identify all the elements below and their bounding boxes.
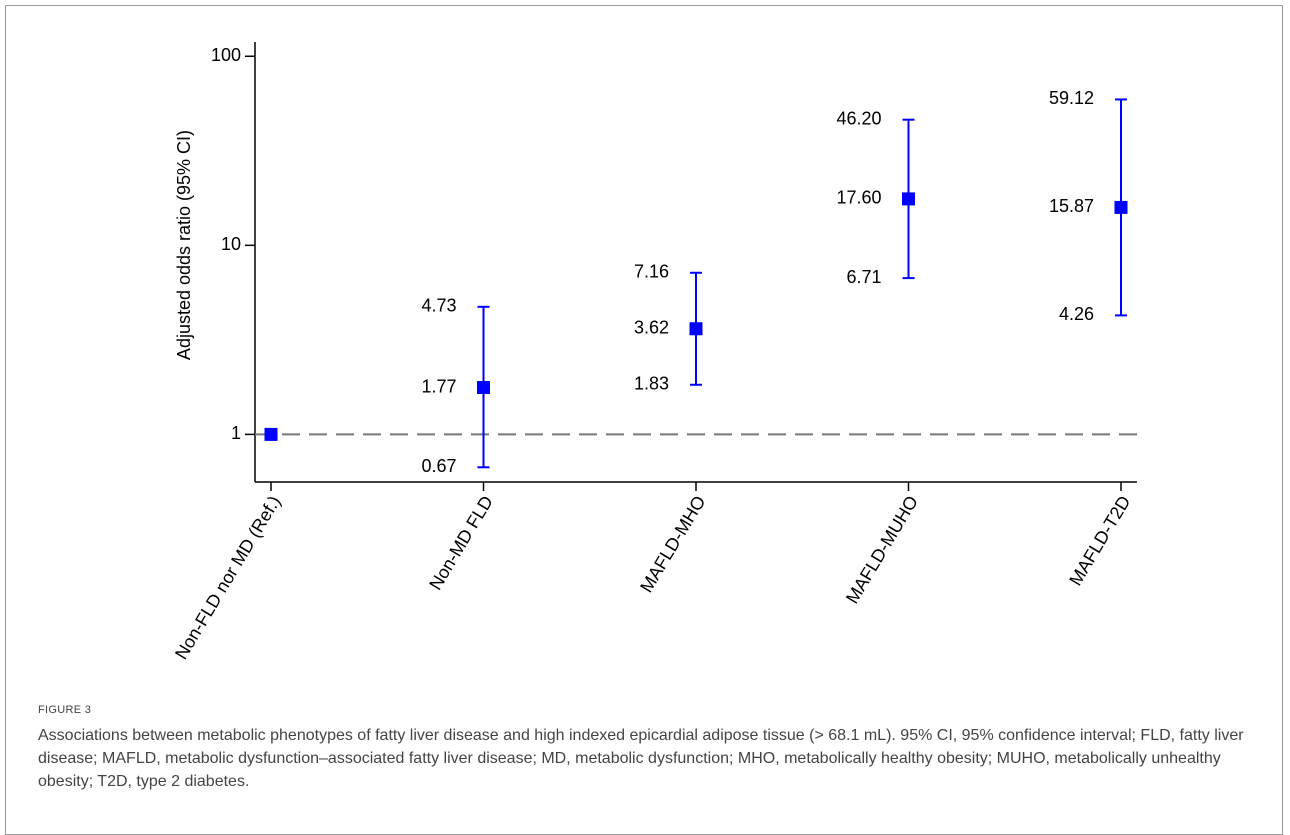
page: Adjusted odds ratio (95% CI) 1 10 100 Non-F… bbox=[5, 5, 1283, 835]
value-label: 1.77 bbox=[421, 376, 456, 396]
point-marker bbox=[689, 322, 703, 336]
value-label: 46.20 bbox=[836, 108, 881, 128]
y-tick-label: 10 bbox=[221, 234, 241, 254]
point-marker bbox=[264, 427, 278, 441]
point-marker bbox=[902, 192, 915, 206]
value-label: 59.12 bbox=[1049, 88, 1094, 108]
y-axis-label: Adjusted odds ratio (95% CI) bbox=[174, 130, 194, 360]
y-tick-label: 1 bbox=[231, 423, 241, 443]
value-label: 3.62 bbox=[634, 318, 669, 338]
chart: Adjusted odds ratio (95% CI) 1 10 100 Non-F… bbox=[171, 42, 1137, 663]
value-label: 0.67 bbox=[421, 456, 456, 476]
value-label: 1.83 bbox=[634, 374, 669, 394]
x-tick-label: Non-MD FLD bbox=[425, 492, 497, 593]
value-label: 7.16 bbox=[634, 262, 669, 282]
value-label: 6.71 bbox=[846, 267, 881, 287]
point-marker bbox=[477, 381, 490, 395]
point-marker bbox=[1114, 200, 1128, 214]
value-label: 15.87 bbox=[1049, 196, 1094, 216]
value-label: 4.26 bbox=[1059, 304, 1094, 324]
x-tick-label: MAFLD-MHO bbox=[636, 492, 709, 596]
value-label: 4.73 bbox=[421, 296, 456, 316]
y-tick-label: 100 bbox=[211, 45, 241, 65]
x-tick-label: Non-FLD nor MD (Ref.) bbox=[171, 492, 284, 663]
figure-label: FIGURE 3 bbox=[38, 704, 92, 716]
x-tick-label: MAFLD-MUHO bbox=[842, 492, 922, 607]
x-tick-label: MAFLD-T2D bbox=[1065, 492, 1134, 589]
figure-caption: Associations between metabolic phenotype… bbox=[38, 727, 1244, 790]
value-label: 17.60 bbox=[836, 188, 881, 208]
